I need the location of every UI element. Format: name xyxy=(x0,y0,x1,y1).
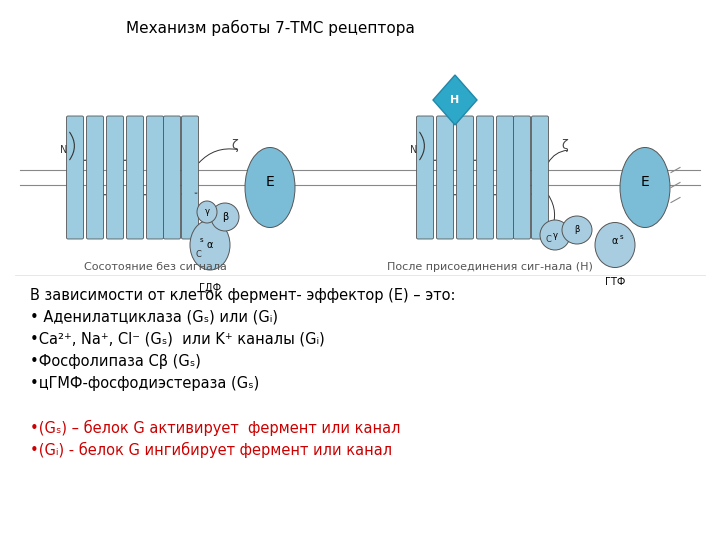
Text: s: s xyxy=(200,237,204,243)
FancyBboxPatch shape xyxy=(531,116,549,239)
Ellipse shape xyxy=(245,147,295,227)
Text: E: E xyxy=(641,176,649,190)
Ellipse shape xyxy=(190,220,230,270)
FancyBboxPatch shape xyxy=(436,116,454,239)
Ellipse shape xyxy=(595,222,635,267)
FancyBboxPatch shape xyxy=(86,116,104,239)
Text: ζ: ζ xyxy=(562,138,568,152)
Text: В зависимости от клеток фермент- эффектор (E) – это:: В зависимости от клеток фермент- эффекто… xyxy=(30,288,456,303)
FancyBboxPatch shape xyxy=(146,116,163,239)
Ellipse shape xyxy=(197,201,217,223)
Ellipse shape xyxy=(620,147,670,227)
Text: γ: γ xyxy=(204,207,210,217)
Text: C: C xyxy=(195,250,201,259)
Text: C: C xyxy=(545,235,551,244)
FancyBboxPatch shape xyxy=(127,116,143,239)
FancyBboxPatch shape xyxy=(456,116,474,239)
Text: •(Gᵢ) - белок G ингибирует фермент или канал: •(Gᵢ) - белок G ингибирует фермент или к… xyxy=(30,442,392,458)
Text: •Ca²⁺, Na⁺, Cl⁻ (Gₛ)  или K⁺ каналы (Gᵢ): •Ca²⁺, Na⁺, Cl⁻ (Gₛ) или K⁺ каналы (Gᵢ) xyxy=(30,332,325,347)
FancyBboxPatch shape xyxy=(477,116,493,239)
Text: α: α xyxy=(612,236,618,246)
FancyBboxPatch shape xyxy=(181,116,199,239)
Text: Н: Н xyxy=(451,95,459,105)
Polygon shape xyxy=(433,75,477,125)
FancyBboxPatch shape xyxy=(416,116,433,239)
Text: •Фосфолипаза Cβ (Gₛ): •Фосфолипаза Cβ (Gₛ) xyxy=(30,354,201,369)
Text: •(Gₛ) – белок G активирует  фермент или канал: •(Gₛ) – белок G активирует фермент или к… xyxy=(30,420,400,436)
Text: α: α xyxy=(207,240,213,250)
Text: • Аденилатциклаза (Gₛ) или (Gᵢ): • Аденилатциклаза (Gₛ) или (Gᵢ) xyxy=(30,310,278,325)
FancyBboxPatch shape xyxy=(497,116,513,239)
Text: s: s xyxy=(620,234,624,240)
FancyBboxPatch shape xyxy=(163,116,181,239)
Text: ГДФ: ГДФ xyxy=(199,283,221,293)
Text: •цГМФ-фосфодиэстераза (Gₛ): •цГМФ-фосфодиэстераза (Gₛ) xyxy=(30,376,259,391)
Text: E: E xyxy=(266,176,274,190)
Text: γ: γ xyxy=(552,231,557,240)
Text: N: N xyxy=(60,145,67,155)
Text: N: N xyxy=(410,145,417,155)
Text: Механизм работы 7-ТМС рецептора: Механизм работы 7-ТМС рецептора xyxy=(125,20,415,36)
FancyBboxPatch shape xyxy=(107,116,124,239)
Text: ζ: ζ xyxy=(232,138,238,152)
Text: β: β xyxy=(575,226,580,234)
Ellipse shape xyxy=(211,203,239,231)
Text: Сосотояние без сигнала: Сосотояние без сигнала xyxy=(84,262,226,272)
Text: β: β xyxy=(222,212,228,222)
Text: ГТФ: ГТФ xyxy=(605,277,625,287)
Text: После присоединения сиг-нала (Н): После присоединения сиг-нала (Н) xyxy=(387,262,593,272)
Ellipse shape xyxy=(562,216,592,244)
FancyBboxPatch shape xyxy=(513,116,531,239)
Ellipse shape xyxy=(540,220,570,250)
FancyBboxPatch shape xyxy=(66,116,84,239)
